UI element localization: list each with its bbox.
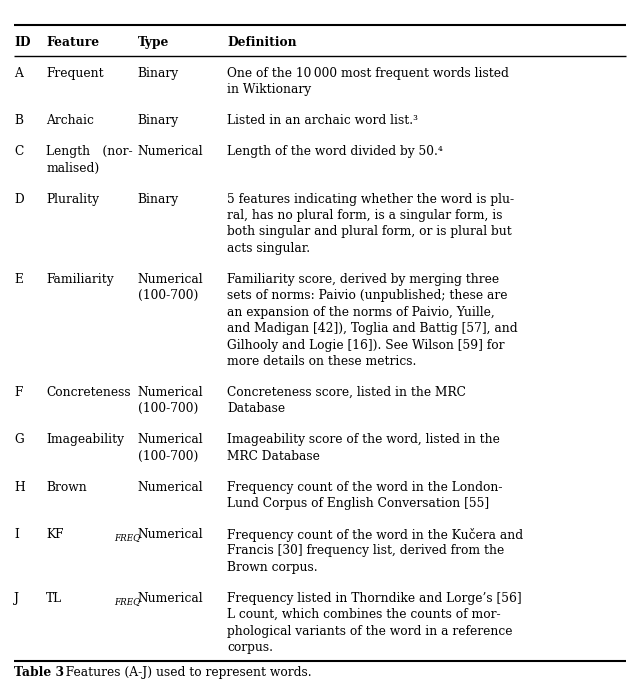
Text: phological variants of the word in a reference: phological variants of the word in a ref…	[227, 625, 513, 638]
Text: B: B	[14, 114, 23, 127]
Text: Brown corpus.: Brown corpus.	[227, 561, 318, 574]
Text: Lund Corpus of English Conversation [55]: Lund Corpus of English Conversation [55]	[227, 497, 490, 510]
Text: an expansion of the norms of Paivio, Yuille,: an expansion of the norms of Paivio, Yui…	[227, 306, 495, 319]
Text: FREQ: FREQ	[114, 597, 140, 606]
Text: E: E	[14, 273, 23, 286]
Text: 5 features indicating whether the word is plu-: 5 features indicating whether the word i…	[227, 193, 515, 205]
Text: sets of norms: Paivio (unpublished; these are: sets of norms: Paivio (unpublished; thes…	[227, 289, 508, 302]
Text: both singular and plural form, or is plural but: both singular and plural form, or is plu…	[227, 225, 512, 238]
Text: Database: Database	[227, 402, 285, 415]
Text: and Madigan [42]), Toglia and Battig [57], and: and Madigan [42]), Toglia and Battig [57…	[227, 322, 518, 335]
Text: J: J	[14, 592, 19, 605]
Text: Numerical: Numerical	[138, 273, 204, 286]
Text: FREQ: FREQ	[114, 533, 140, 542]
Text: Francis [30] frequency list, derived from the: Francis [30] frequency list, derived fro…	[227, 544, 504, 557]
Text: Frequency listed in Thorndike and Lorge’s [56]: Frequency listed in Thorndike and Lorge’…	[227, 592, 522, 605]
Text: Binary: Binary	[138, 114, 179, 127]
Text: Numerical: Numerical	[138, 592, 204, 605]
Text: (100-700): (100-700)	[138, 402, 198, 415]
Text: (100-700): (100-700)	[138, 289, 198, 302]
Text: Feature: Feature	[46, 36, 99, 49]
Text: Features (A-J) used to represent words.: Features (A-J) used to represent words.	[58, 666, 311, 679]
Text: C: C	[14, 145, 23, 158]
Text: Concreteness score, listed in the MRC: Concreteness score, listed in the MRC	[227, 386, 466, 399]
Text: Concreteness: Concreteness	[46, 386, 131, 399]
Text: D: D	[14, 193, 24, 205]
Text: G: G	[14, 433, 24, 446]
Text: Binary: Binary	[138, 67, 179, 80]
Text: Numerical: Numerical	[138, 386, 204, 399]
Text: Listed in an archaic word list.³: Listed in an archaic word list.³	[227, 114, 418, 127]
Text: Numerical: Numerical	[138, 481, 204, 494]
Text: corpus.: corpus.	[227, 641, 273, 654]
Text: Brown: Brown	[46, 481, 87, 494]
Text: L count, which combines the counts of mor-: L count, which combines the counts of mo…	[227, 608, 501, 621]
Text: ID: ID	[14, 36, 31, 49]
Text: Numerical: Numerical	[138, 528, 204, 541]
Text: Numerical: Numerical	[138, 433, 204, 446]
Text: Frequency count of the word in the London-: Frequency count of the word in the Londo…	[227, 481, 502, 494]
Text: Plurality: Plurality	[46, 193, 99, 205]
Text: ral, has no plural form, is a singular form, is: ral, has no plural form, is a singular f…	[227, 209, 502, 222]
Text: One of the 10 000 most frequent words listed: One of the 10 000 most frequent words li…	[227, 67, 509, 80]
Text: H: H	[14, 481, 25, 494]
Text: Gilhooly and Logie [16]). See Wilson [59] for: Gilhooly and Logie [16]). See Wilson [59…	[227, 338, 505, 351]
Text: I: I	[14, 528, 19, 541]
Text: malised): malised)	[46, 162, 99, 175]
Text: MRC Database: MRC Database	[227, 450, 320, 463]
Text: in Wiktionary: in Wiktionary	[227, 83, 311, 96]
Text: A: A	[14, 67, 23, 80]
Text: acts singular.: acts singular.	[227, 242, 310, 255]
Text: Table 3: Table 3	[14, 666, 64, 679]
Text: more details on these metrics.: more details on these metrics.	[227, 355, 417, 368]
Text: Length of the word divided by 50.⁴: Length of the word divided by 50.⁴	[227, 145, 443, 158]
Text: Type: Type	[138, 36, 169, 49]
Text: Imageability: Imageability	[46, 433, 124, 446]
Text: Familiarity: Familiarity	[46, 273, 114, 286]
Text: KF: KF	[46, 528, 63, 541]
Text: Imageability score of the word, listed in the: Imageability score of the word, listed i…	[227, 433, 500, 446]
Text: Frequent: Frequent	[46, 67, 104, 80]
Text: TL: TL	[46, 592, 62, 605]
Text: (100-700): (100-700)	[138, 450, 198, 463]
Text: Familiarity score, derived by merging three: Familiarity score, derived by merging th…	[227, 273, 499, 286]
Text: Binary: Binary	[138, 193, 179, 205]
Text: Numerical: Numerical	[138, 145, 204, 158]
Text: F: F	[14, 386, 22, 399]
Text: Length (nor-: Length (nor-	[46, 145, 132, 158]
Text: Definition: Definition	[227, 36, 297, 49]
Text: Frequency count of the word in the Kučera and: Frequency count of the word in the Kučer…	[227, 528, 524, 542]
Text: Archaic: Archaic	[46, 114, 94, 127]
